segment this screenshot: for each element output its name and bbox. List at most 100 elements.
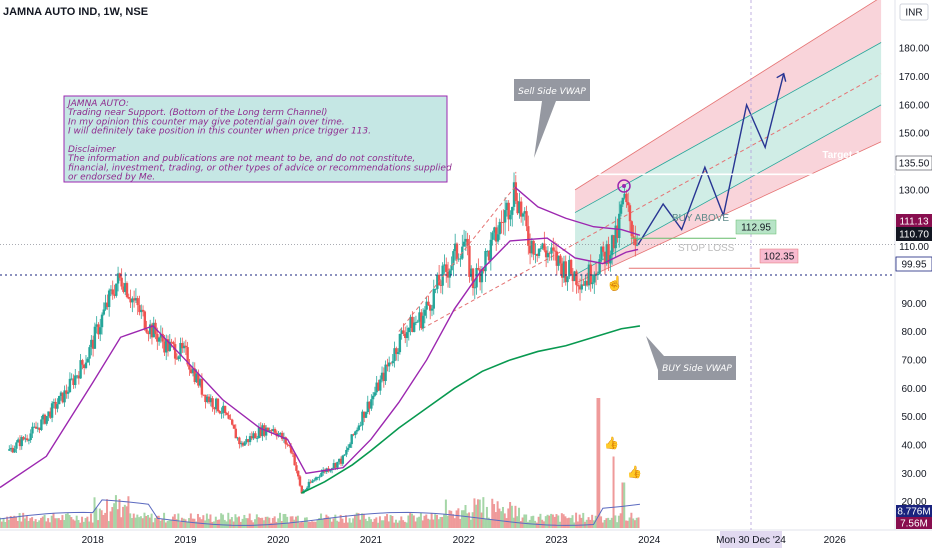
candle-body bbox=[400, 330, 403, 334]
candle-body bbox=[405, 332, 409, 339]
candle-body bbox=[387, 362, 391, 367]
volume-bar bbox=[403, 521, 406, 528]
volume-bar bbox=[551, 514, 554, 528]
candle-body bbox=[569, 259, 573, 274]
volume-bar bbox=[443, 514, 446, 528]
volume-bar bbox=[328, 518, 331, 528]
volume-bar bbox=[427, 518, 430, 528]
volume-bar bbox=[337, 521, 340, 528]
candle-body bbox=[143, 311, 147, 330]
price-tick-label: 60.00 bbox=[901, 384, 926, 395]
volume-bar bbox=[377, 522, 380, 528]
volume-bar bbox=[425, 514, 428, 528]
volume-bar bbox=[518, 507, 521, 528]
volume-bar bbox=[510, 505, 513, 528]
volume-bar bbox=[36, 521, 39, 528]
volume-bar bbox=[268, 517, 271, 528]
candle-body bbox=[54, 401, 57, 409]
stop-loss-tag bbox=[759, 248, 799, 264]
candle-body bbox=[610, 235, 614, 256]
volume-bar bbox=[16, 520, 19, 528]
volume-bar bbox=[56, 518, 59, 528]
candle-body bbox=[368, 401, 371, 409]
candle-body bbox=[179, 342, 182, 357]
volume-bar bbox=[489, 519, 492, 528]
candle-body bbox=[213, 407, 216, 410]
candle-body bbox=[257, 427, 261, 439]
volume-bar bbox=[216, 519, 219, 528]
volume-bar bbox=[571, 515, 574, 528]
volume-bar bbox=[143, 512, 146, 528]
candle-body bbox=[86, 358, 89, 363]
candle-body bbox=[254, 433, 257, 439]
note-box[interactable] bbox=[63, 95, 448, 183]
candle-body bbox=[234, 428, 237, 439]
candle-body bbox=[304, 489, 307, 491]
candle-body bbox=[138, 305, 141, 313]
volume-bar bbox=[11, 517, 14, 528]
volume-bar bbox=[564, 516, 567, 528]
volume-bar bbox=[530, 516, 533, 528]
currency-badge[interactable] bbox=[899, 3, 929, 21]
candle-body bbox=[56, 404, 59, 409]
hand-pointer-icon[interactable]: ☝ bbox=[606, 274, 623, 292]
candle-body bbox=[571, 273, 575, 282]
stop-loss-tag-text: 102.35 bbox=[764, 252, 795, 263]
volume-bar bbox=[498, 508, 501, 528]
volume-bar bbox=[409, 512, 412, 528]
volume-bar bbox=[396, 522, 399, 528]
candle-body bbox=[359, 425, 362, 427]
candle-body bbox=[332, 463, 336, 469]
candle-body bbox=[350, 434, 353, 445]
candle-body bbox=[216, 398, 220, 412]
level-lines[interactable] bbox=[0, 173, 895, 276]
candle-body bbox=[559, 255, 562, 264]
volume-bar bbox=[414, 521, 417, 528]
candle-body bbox=[329, 469, 332, 472]
volume-bar bbox=[505, 518, 508, 528]
candle-body bbox=[206, 396, 209, 403]
candle-body bbox=[409, 316, 412, 328]
volume-bar bbox=[172, 516, 175, 528]
sell-vwap-callout-bubble[interactable] bbox=[514, 79, 590, 158]
time-axis[interactable] bbox=[0, 530, 932, 550]
volume-bar bbox=[195, 521, 198, 528]
volume-bar bbox=[211, 521, 214, 528]
candle-body bbox=[618, 213, 621, 238]
volume-bar bbox=[541, 519, 544, 528]
candle-body bbox=[91, 339, 95, 349]
volume-bar bbox=[175, 519, 178, 528]
volume-bar bbox=[339, 514, 342, 528]
candle-body bbox=[377, 382, 380, 391]
volume-bar bbox=[229, 519, 232, 528]
thumbs-up-icon-2[interactable]: 👍 bbox=[627, 465, 642, 479]
time-tick-label: 2026 bbox=[824, 535, 847, 546]
volume-bar bbox=[50, 515, 53, 528]
volume-bar bbox=[54, 518, 57, 528]
candle-body bbox=[496, 234, 500, 242]
volume-bar bbox=[332, 518, 335, 528]
volume-bar bbox=[214, 516, 217, 528]
buy-vwap-callout-bubble[interactable] bbox=[646, 336, 736, 380]
volume-bar bbox=[334, 514, 337, 528]
thumbs-up-icon[interactable]: 👍 bbox=[604, 436, 619, 450]
candle-body bbox=[546, 252, 550, 258]
note-line: Trading near Support. (Bottom of the Lon… bbox=[68, 108, 327, 118]
volume-bar bbox=[150, 513, 153, 528]
volume-bar bbox=[193, 518, 196, 528]
volume-bar bbox=[164, 522, 167, 528]
volume-bar bbox=[266, 516, 269, 528]
candle-body bbox=[120, 277, 123, 287]
circle-marker-icon[interactable] bbox=[617, 179, 631, 193]
volume-bar bbox=[345, 515, 348, 528]
volume-bar bbox=[23, 518, 26, 528]
candle-body bbox=[115, 283, 118, 296]
volume-bar bbox=[471, 512, 474, 528]
volume-bar bbox=[630, 512, 633, 528]
candle-body bbox=[511, 206, 514, 215]
candle-body bbox=[371, 395, 375, 400]
price-tick-label: 150.00 bbox=[899, 129, 930, 140]
volume-bar bbox=[259, 517, 262, 528]
